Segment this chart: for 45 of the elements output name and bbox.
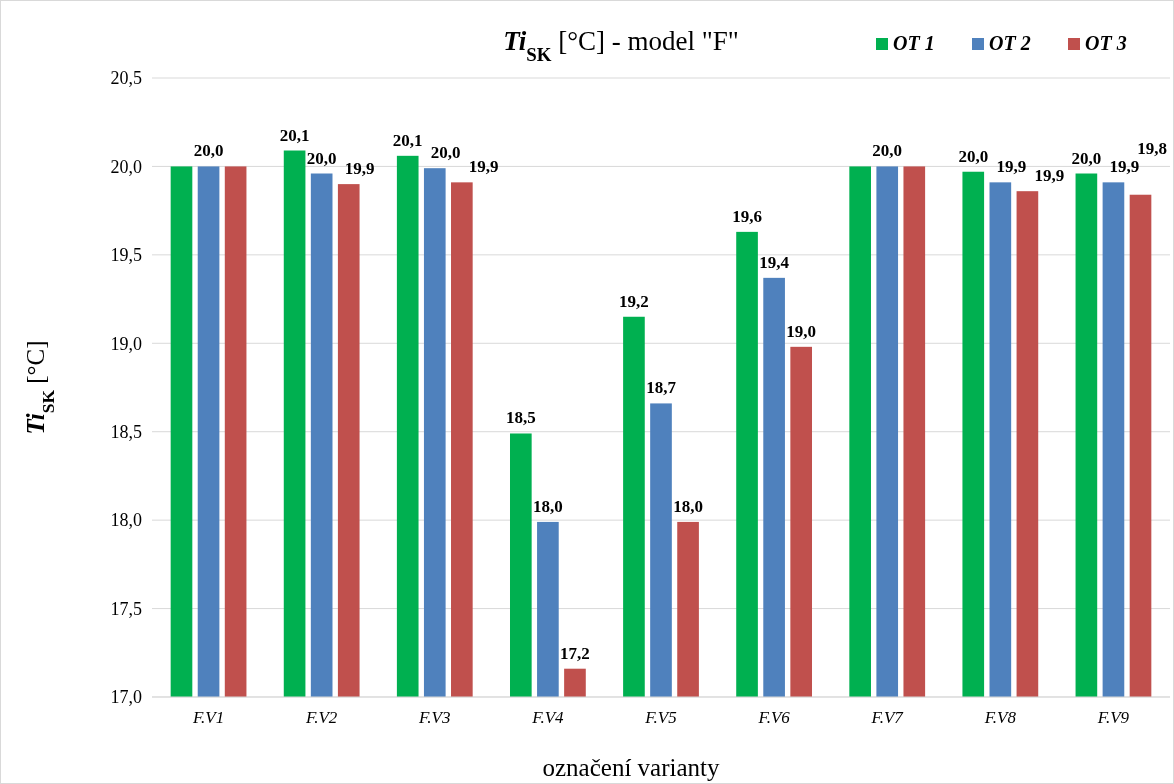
y-tick-label: 19,5 [110, 245, 142, 266]
data-label: 20,0 [1071, 148, 1102, 168]
data-label: 20,0 [958, 146, 989, 166]
y-tick-label: 19,0 [110, 333, 142, 354]
x-tick-label: F.V6 [757, 708, 791, 727]
data-label: 20,0 [872, 141, 903, 161]
data-label: 19,9 [1034, 166, 1065, 186]
x-tick-label: F.V7 [870, 708, 905, 727]
data-label: 20,0 [430, 143, 461, 163]
y-tick-label: 17,0 [110, 687, 142, 708]
x-tick-label: F.V2 [305, 708, 338, 727]
x-tick-label: F.V8 [983, 708, 1017, 727]
data-label: 20,1 [279, 125, 310, 145]
data-label: 19,0 [786, 321, 817, 341]
legend-label: OT 3 [1085, 32, 1127, 54]
data-label: 19,9 [468, 157, 499, 177]
data-label: 18,5 [505, 408, 536, 428]
x-axis-title: označení varianty [542, 754, 720, 781]
data-label: 19,8 [1137, 139, 1167, 159]
data-label: 19,2 [619, 291, 649, 311]
data-label: 17,2 [560, 643, 590, 663]
x-tick-label: F.V4 [531, 708, 565, 727]
y-tick-label: 17,5 [110, 598, 142, 619]
data-label: 20,0 [193, 141, 224, 161]
y-tick-label: 18,0 [110, 510, 142, 531]
data-label: 18,0 [533, 496, 563, 516]
data-label: 20,1 [392, 130, 423, 150]
chart-title: Ti$_{SK}$ [°C] - model "F" [503, 26, 739, 65]
legend-label: OT 1 [893, 32, 935, 54]
legend-label: OT 2 [989, 32, 1031, 54]
data-label: 19,4 [759, 252, 790, 272]
data-label: 19,9 [1109, 157, 1140, 177]
data-label: 20,0 [306, 148, 337, 168]
y-tick-label: 18,5 [110, 422, 142, 443]
data-label: 19,9 [996, 157, 1027, 177]
y-tick-label: 20,0 [110, 156, 142, 177]
x-tick-label: F.V9 [1096, 708, 1130, 727]
data-label: 18,0 [673, 496, 703, 516]
data-label: 18,7 [646, 378, 677, 398]
x-tick-label: F.V3 [418, 708, 451, 727]
data-label: 19,6 [732, 206, 762, 226]
x-tick-label: F.V1 [191, 708, 225, 727]
x-tick-label: F.V5 [644, 708, 677, 727]
y-tick-label: 20,5 [110, 68, 142, 89]
data-label: 19,9 [344, 159, 375, 179]
